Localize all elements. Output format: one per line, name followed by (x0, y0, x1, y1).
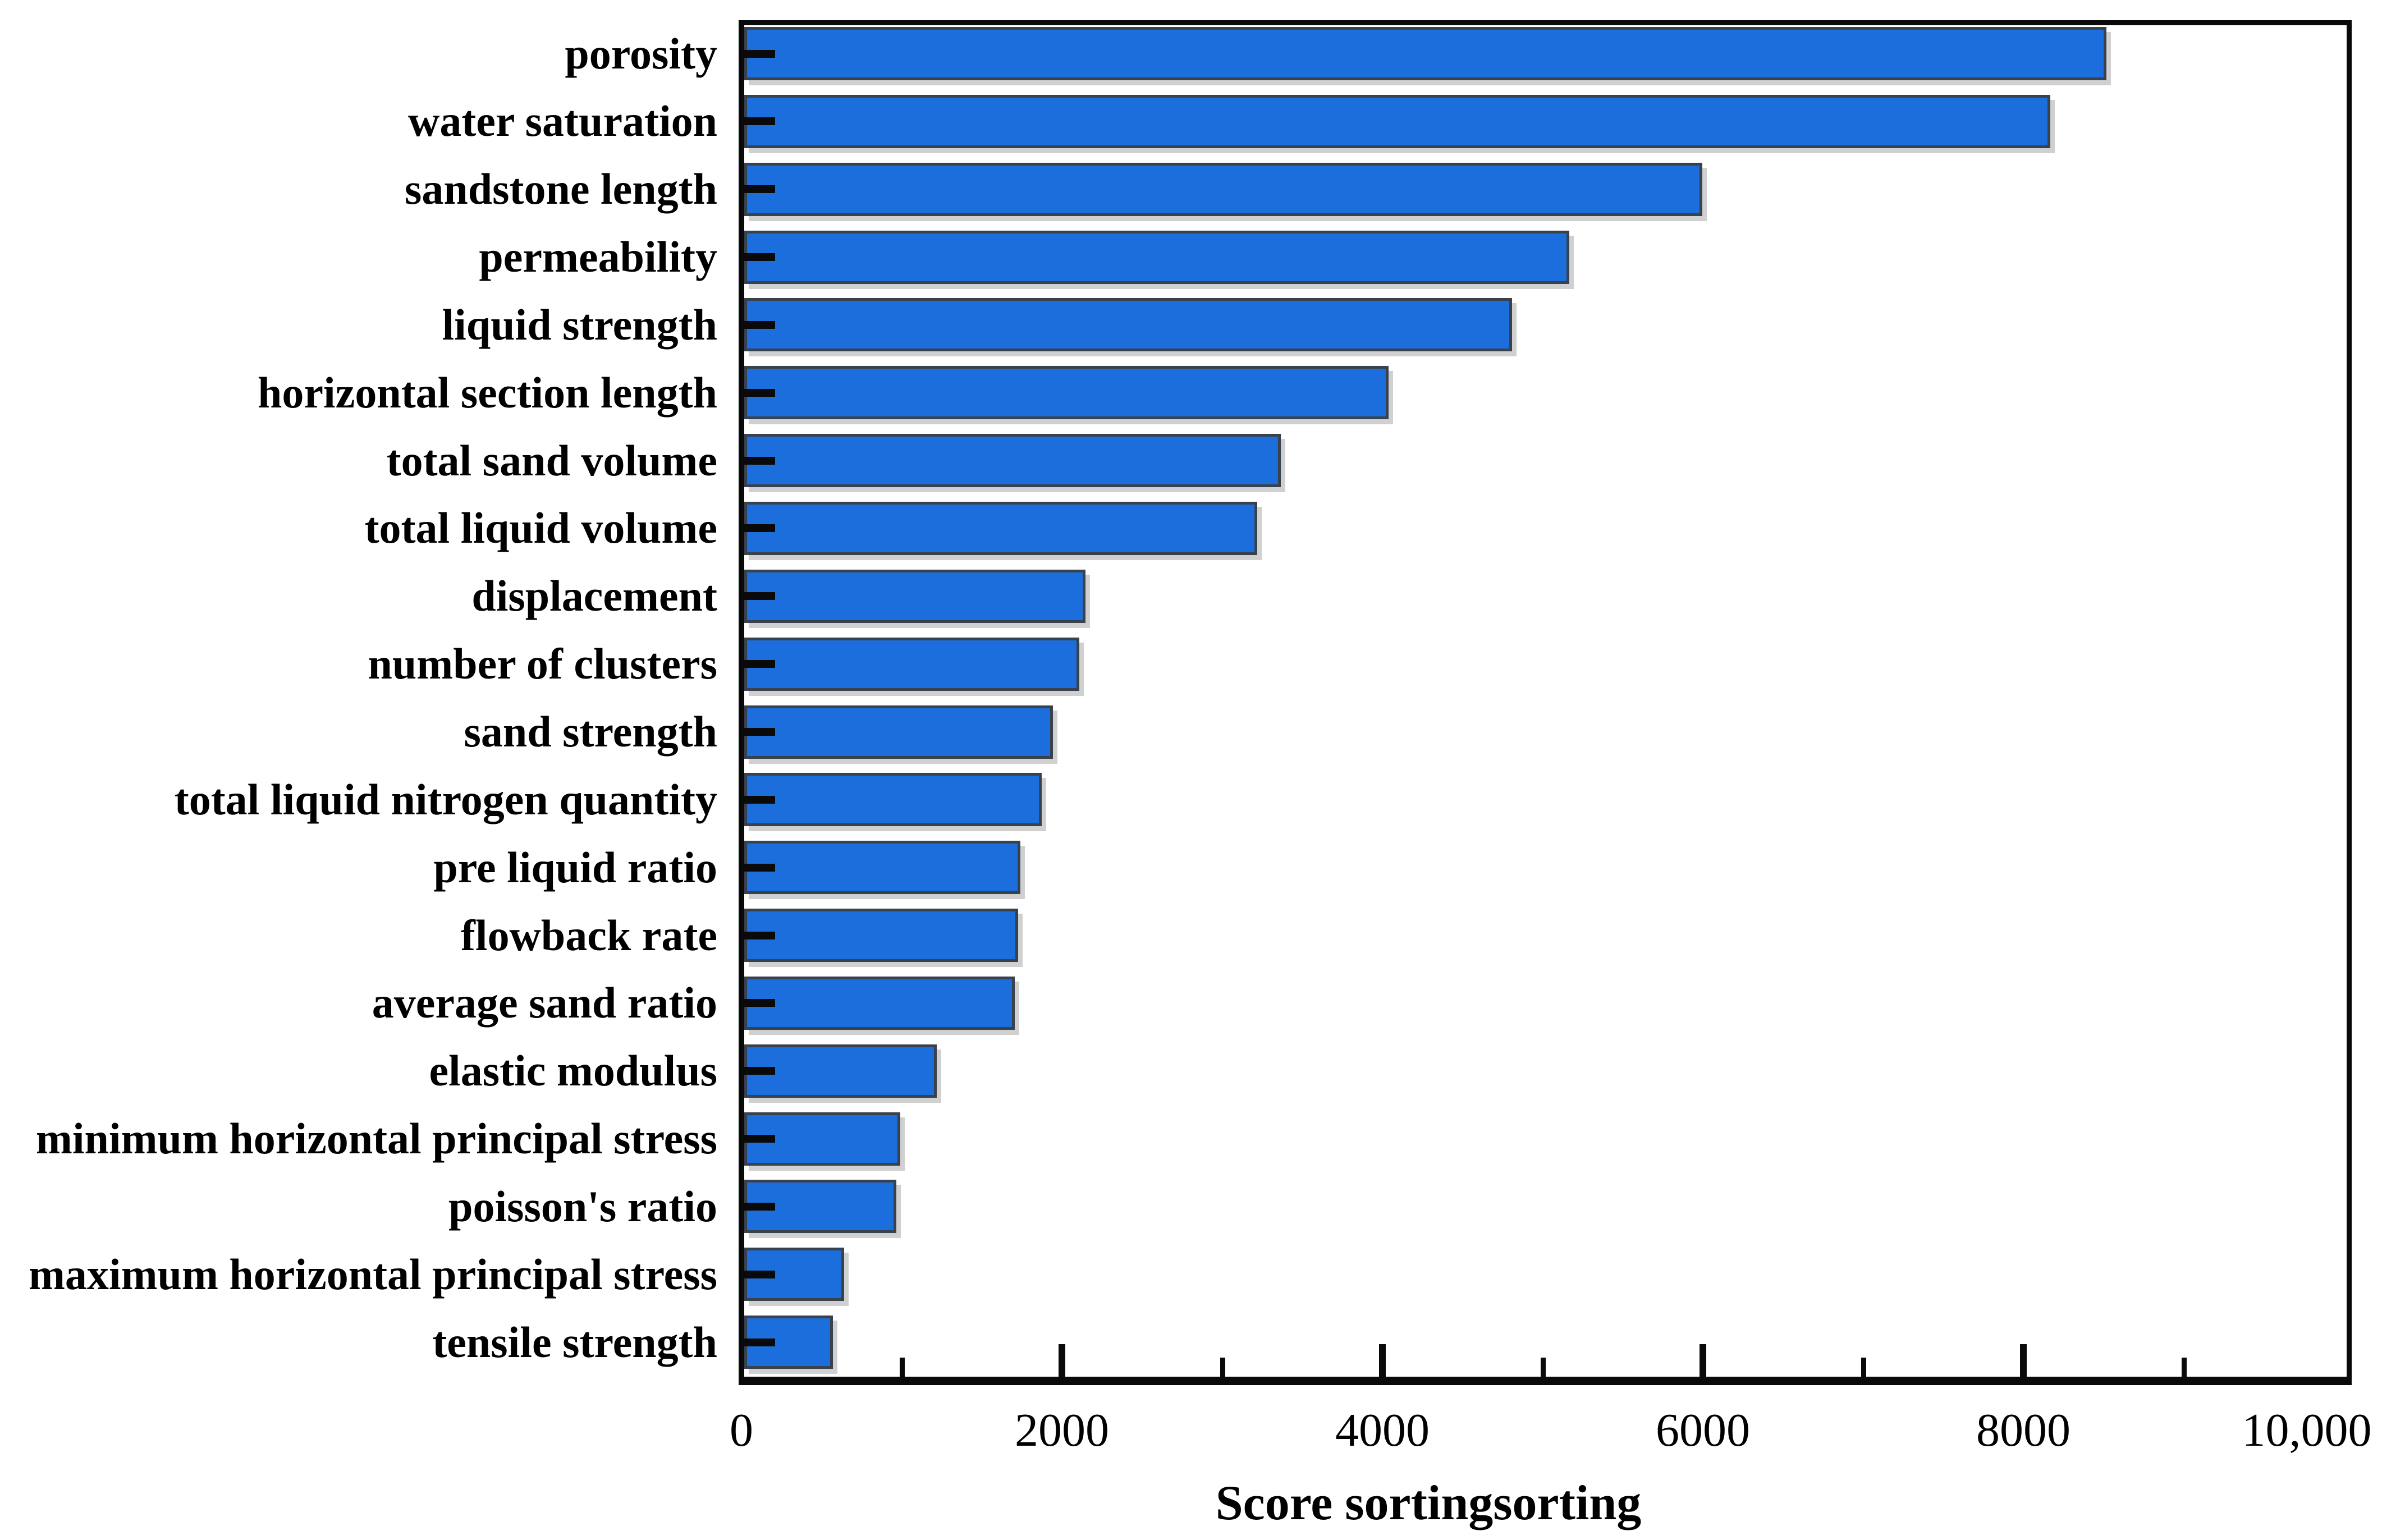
category-label: porosity (565, 29, 717, 78)
category-label: number of clusters (368, 639, 717, 689)
category-label: water saturation (408, 97, 717, 146)
y-tick (744, 931, 775, 939)
y-tick (744, 320, 775, 329)
bar (744, 434, 1281, 488)
category-label: poisson's ratio (448, 1181, 717, 1231)
category-label: flowback rate (460, 910, 717, 960)
category-label: liquid strength (442, 300, 717, 349)
x-major-tick (1700, 1344, 1706, 1377)
bar (744, 298, 1512, 352)
bar (744, 1044, 937, 1098)
x-major-tick (2020, 1344, 2027, 1377)
category-label: sandstone length (405, 164, 717, 214)
category-label: displacement (471, 571, 717, 621)
category-label: maximum horizontal principal stress (28, 1249, 717, 1299)
x-tick-label: 2000 (1015, 1404, 1109, 1456)
bar (744, 162, 1702, 216)
category-label: total liquid volume (364, 503, 717, 553)
bar (744, 501, 1257, 555)
plot-spine-right (2347, 20, 2352, 1385)
category-label: permeability (479, 232, 717, 282)
y-tick (744, 117, 775, 126)
y-tick (744, 728, 775, 736)
bar (744, 230, 1569, 284)
bar (744, 366, 1389, 420)
y-tick (744, 1270, 775, 1278)
x-tick-label: 0 (730, 1404, 753, 1456)
y-tick (744, 592, 775, 601)
y-tick (744, 388, 775, 397)
bar (744, 705, 1053, 759)
x-minor-tick (1220, 1358, 1225, 1377)
y-tick (744, 660, 775, 668)
category-label: total sand volume (386, 436, 717, 485)
y-tick (744, 253, 775, 262)
bar (744, 1180, 896, 1234)
bar (744, 94, 2050, 148)
x-major-tick (1059, 1344, 1065, 1377)
category-label: minimum horizontal principal stress (35, 1114, 717, 1163)
category-label: total liquid nitrogen quantity (174, 774, 717, 824)
x-axis-title: Score sortingsorting (1215, 1476, 1642, 1530)
y-tick (744, 456, 775, 465)
y-tick (744, 1338, 775, 1346)
bar (744, 976, 1015, 1030)
y-tick (744, 999, 775, 1007)
x-minor-tick (2181, 1358, 2187, 1377)
bar (744, 569, 1085, 623)
x-minor-tick (1861, 1358, 1866, 1377)
y-tick (744, 185, 775, 194)
x-tick-label: 8000 (1976, 1404, 2070, 1456)
bar (744, 773, 1042, 827)
bar (744, 637, 1079, 691)
x-tick-label: 10,000 (2242, 1404, 2372, 1456)
category-label: elastic modulus (429, 1046, 717, 1096)
y-tick (744, 863, 775, 872)
x-minor-tick (1540, 1358, 1546, 1377)
y-tick (744, 524, 775, 533)
category-label: sand strength (464, 707, 717, 756)
x-tick-label: 4000 (1335, 1404, 1430, 1456)
x-minor-tick (899, 1358, 905, 1377)
category-label: average sand ratio (372, 978, 717, 1028)
bar (744, 27, 2106, 80)
y-tick (744, 1067, 775, 1075)
y-tick (744, 1202, 775, 1211)
plot-spine-bottom (739, 1377, 2352, 1385)
bar (744, 909, 1018, 962)
bar (744, 841, 1020, 895)
y-tick (744, 795, 775, 804)
x-major-tick (1379, 1344, 1386, 1377)
plot-spine-top (739, 20, 2352, 25)
y-tick (744, 49, 775, 58)
category-label: pre liquid ratio (433, 842, 717, 892)
category-label: horizontal section length (258, 368, 717, 417)
y-tick (744, 1135, 775, 1143)
category-label: tensile strength (432, 1317, 717, 1367)
plot-spine-left (739, 20, 744, 1385)
x-tick-label: 6000 (1656, 1404, 1750, 1456)
